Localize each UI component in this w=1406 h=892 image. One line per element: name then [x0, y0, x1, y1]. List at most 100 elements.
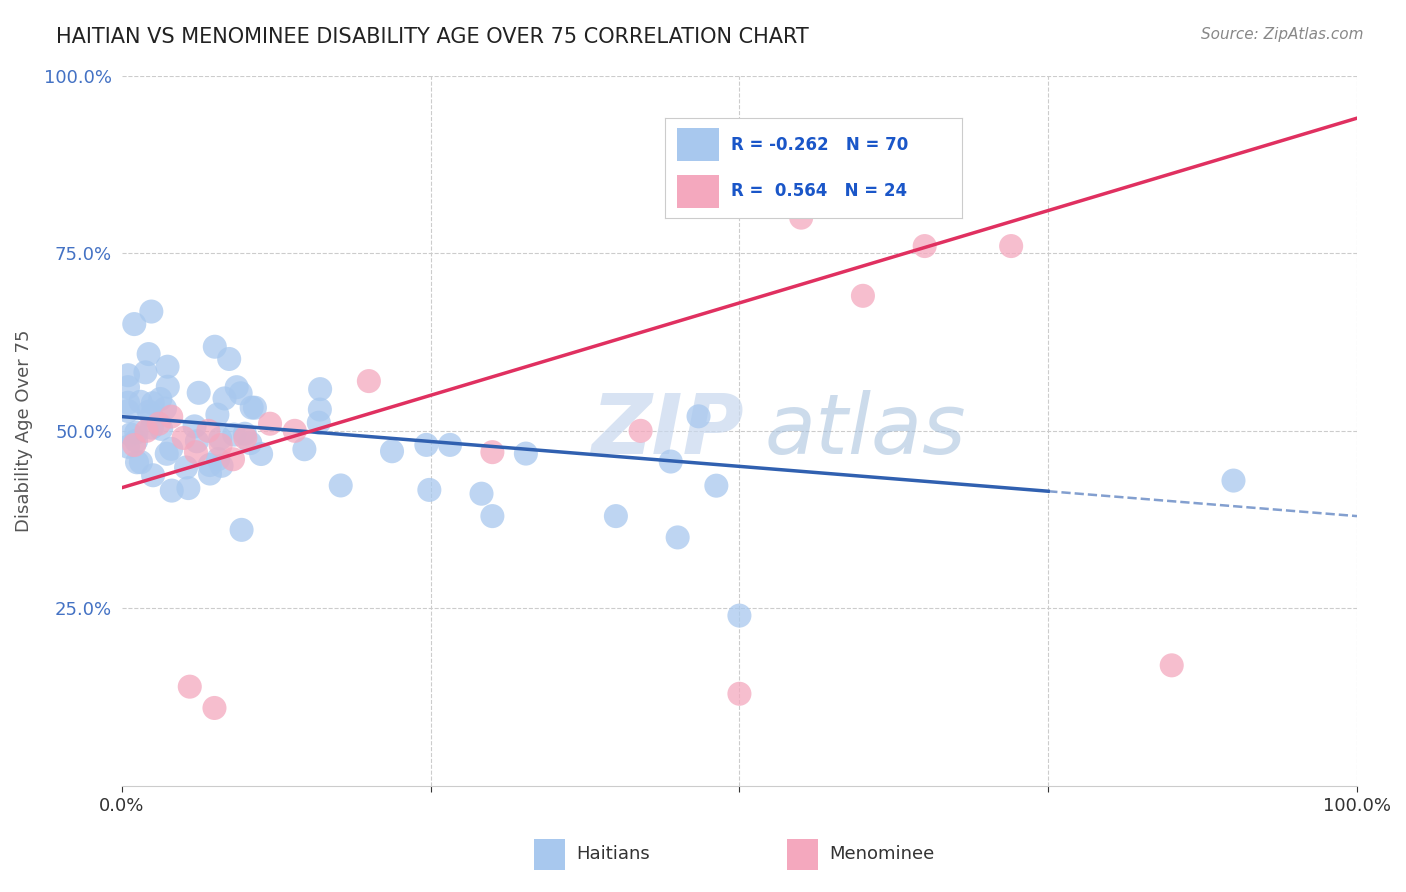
Text: atlas: atlas — [763, 391, 966, 471]
Point — [1222, 474, 1244, 488]
Point — [415, 438, 437, 452]
Point — [179, 680, 201, 694]
Point — [357, 374, 380, 388]
Point — [630, 424, 652, 438]
Point — [141, 409, 163, 423]
Point — [160, 483, 183, 498]
Point — [852, 289, 875, 303]
Point — [184, 445, 207, 459]
Point — [187, 385, 209, 400]
Text: HAITIAN VS MENOMINEE DISABILITY AGE OVER 75 CORRELATION CHART: HAITIAN VS MENOMINEE DISABILITY AGE OVER… — [56, 27, 808, 46]
Point — [160, 442, 183, 456]
Point — [117, 440, 139, 454]
Point — [142, 396, 165, 410]
Point — [1000, 239, 1022, 253]
Point — [204, 701, 226, 715]
Point — [222, 452, 245, 467]
Point — [174, 460, 197, 475]
Point — [666, 530, 689, 544]
Point — [117, 396, 139, 410]
Point — [197, 424, 219, 438]
Point — [183, 419, 205, 434]
Point — [211, 458, 233, 473]
Point — [156, 380, 179, 394]
Point — [186, 434, 208, 449]
Point — [138, 405, 160, 419]
Point — [439, 438, 461, 452]
Point — [470, 486, 492, 500]
Point — [177, 481, 200, 495]
Point — [515, 446, 537, 460]
Point — [150, 422, 173, 436]
Point — [173, 431, 195, 445]
Point — [329, 478, 352, 492]
Point — [117, 368, 139, 383]
Point — [122, 317, 145, 331]
Point — [259, 417, 281, 431]
Point — [309, 382, 332, 396]
Point — [381, 444, 404, 458]
Point — [125, 455, 148, 469]
Point — [134, 365, 156, 379]
Point — [125, 434, 148, 448]
Point — [605, 509, 627, 524]
Point — [284, 424, 307, 438]
Point — [688, 409, 710, 424]
Point — [231, 523, 253, 537]
Text: Haitians: Haitians — [576, 846, 650, 863]
Point — [481, 445, 503, 459]
Point — [138, 347, 160, 361]
Point — [125, 425, 148, 440]
Point — [142, 468, 165, 483]
Point — [308, 416, 330, 430]
Point — [704, 478, 727, 492]
Point — [214, 392, 236, 406]
Point — [156, 359, 179, 374]
Point — [120, 427, 142, 442]
Point — [790, 211, 813, 225]
Point — [129, 455, 152, 469]
Point — [240, 401, 263, 415]
Point — [141, 420, 163, 434]
Point — [728, 608, 751, 623]
Point — [309, 402, 332, 417]
Point — [243, 401, 266, 415]
Text: ZIP: ZIP — [591, 391, 744, 471]
Point — [224, 427, 246, 442]
Point — [1160, 658, 1182, 673]
Text: Source: ZipAtlas.com: Source: ZipAtlas.com — [1201, 27, 1364, 42]
Point — [129, 394, 152, 409]
Point — [250, 447, 273, 461]
Point — [235, 431, 257, 445]
Point — [229, 386, 252, 401]
Point — [876, 182, 898, 196]
Point — [156, 447, 179, 461]
Point — [153, 401, 176, 416]
Point — [117, 404, 139, 418]
Point — [218, 351, 240, 366]
Point — [141, 304, 163, 318]
Point — [225, 380, 247, 394]
Y-axis label: Disability Age Over 75: Disability Age Over 75 — [15, 329, 32, 533]
Point — [122, 438, 145, 452]
Point — [418, 483, 440, 497]
Point — [233, 426, 256, 441]
Point — [659, 454, 682, 468]
Point — [198, 467, 221, 481]
Point — [160, 409, 183, 424]
Point — [135, 424, 157, 438]
Point — [292, 442, 315, 457]
Point — [239, 436, 262, 450]
Point — [207, 452, 229, 467]
Point — [117, 380, 139, 394]
Point — [481, 509, 503, 524]
Point — [207, 408, 229, 422]
Point — [728, 687, 751, 701]
Point — [149, 392, 172, 406]
Point — [148, 417, 170, 431]
Point — [209, 432, 232, 446]
Point — [914, 239, 936, 253]
Point — [204, 340, 226, 354]
Text: Menominee: Menominee — [830, 846, 935, 863]
Point — [209, 438, 232, 452]
